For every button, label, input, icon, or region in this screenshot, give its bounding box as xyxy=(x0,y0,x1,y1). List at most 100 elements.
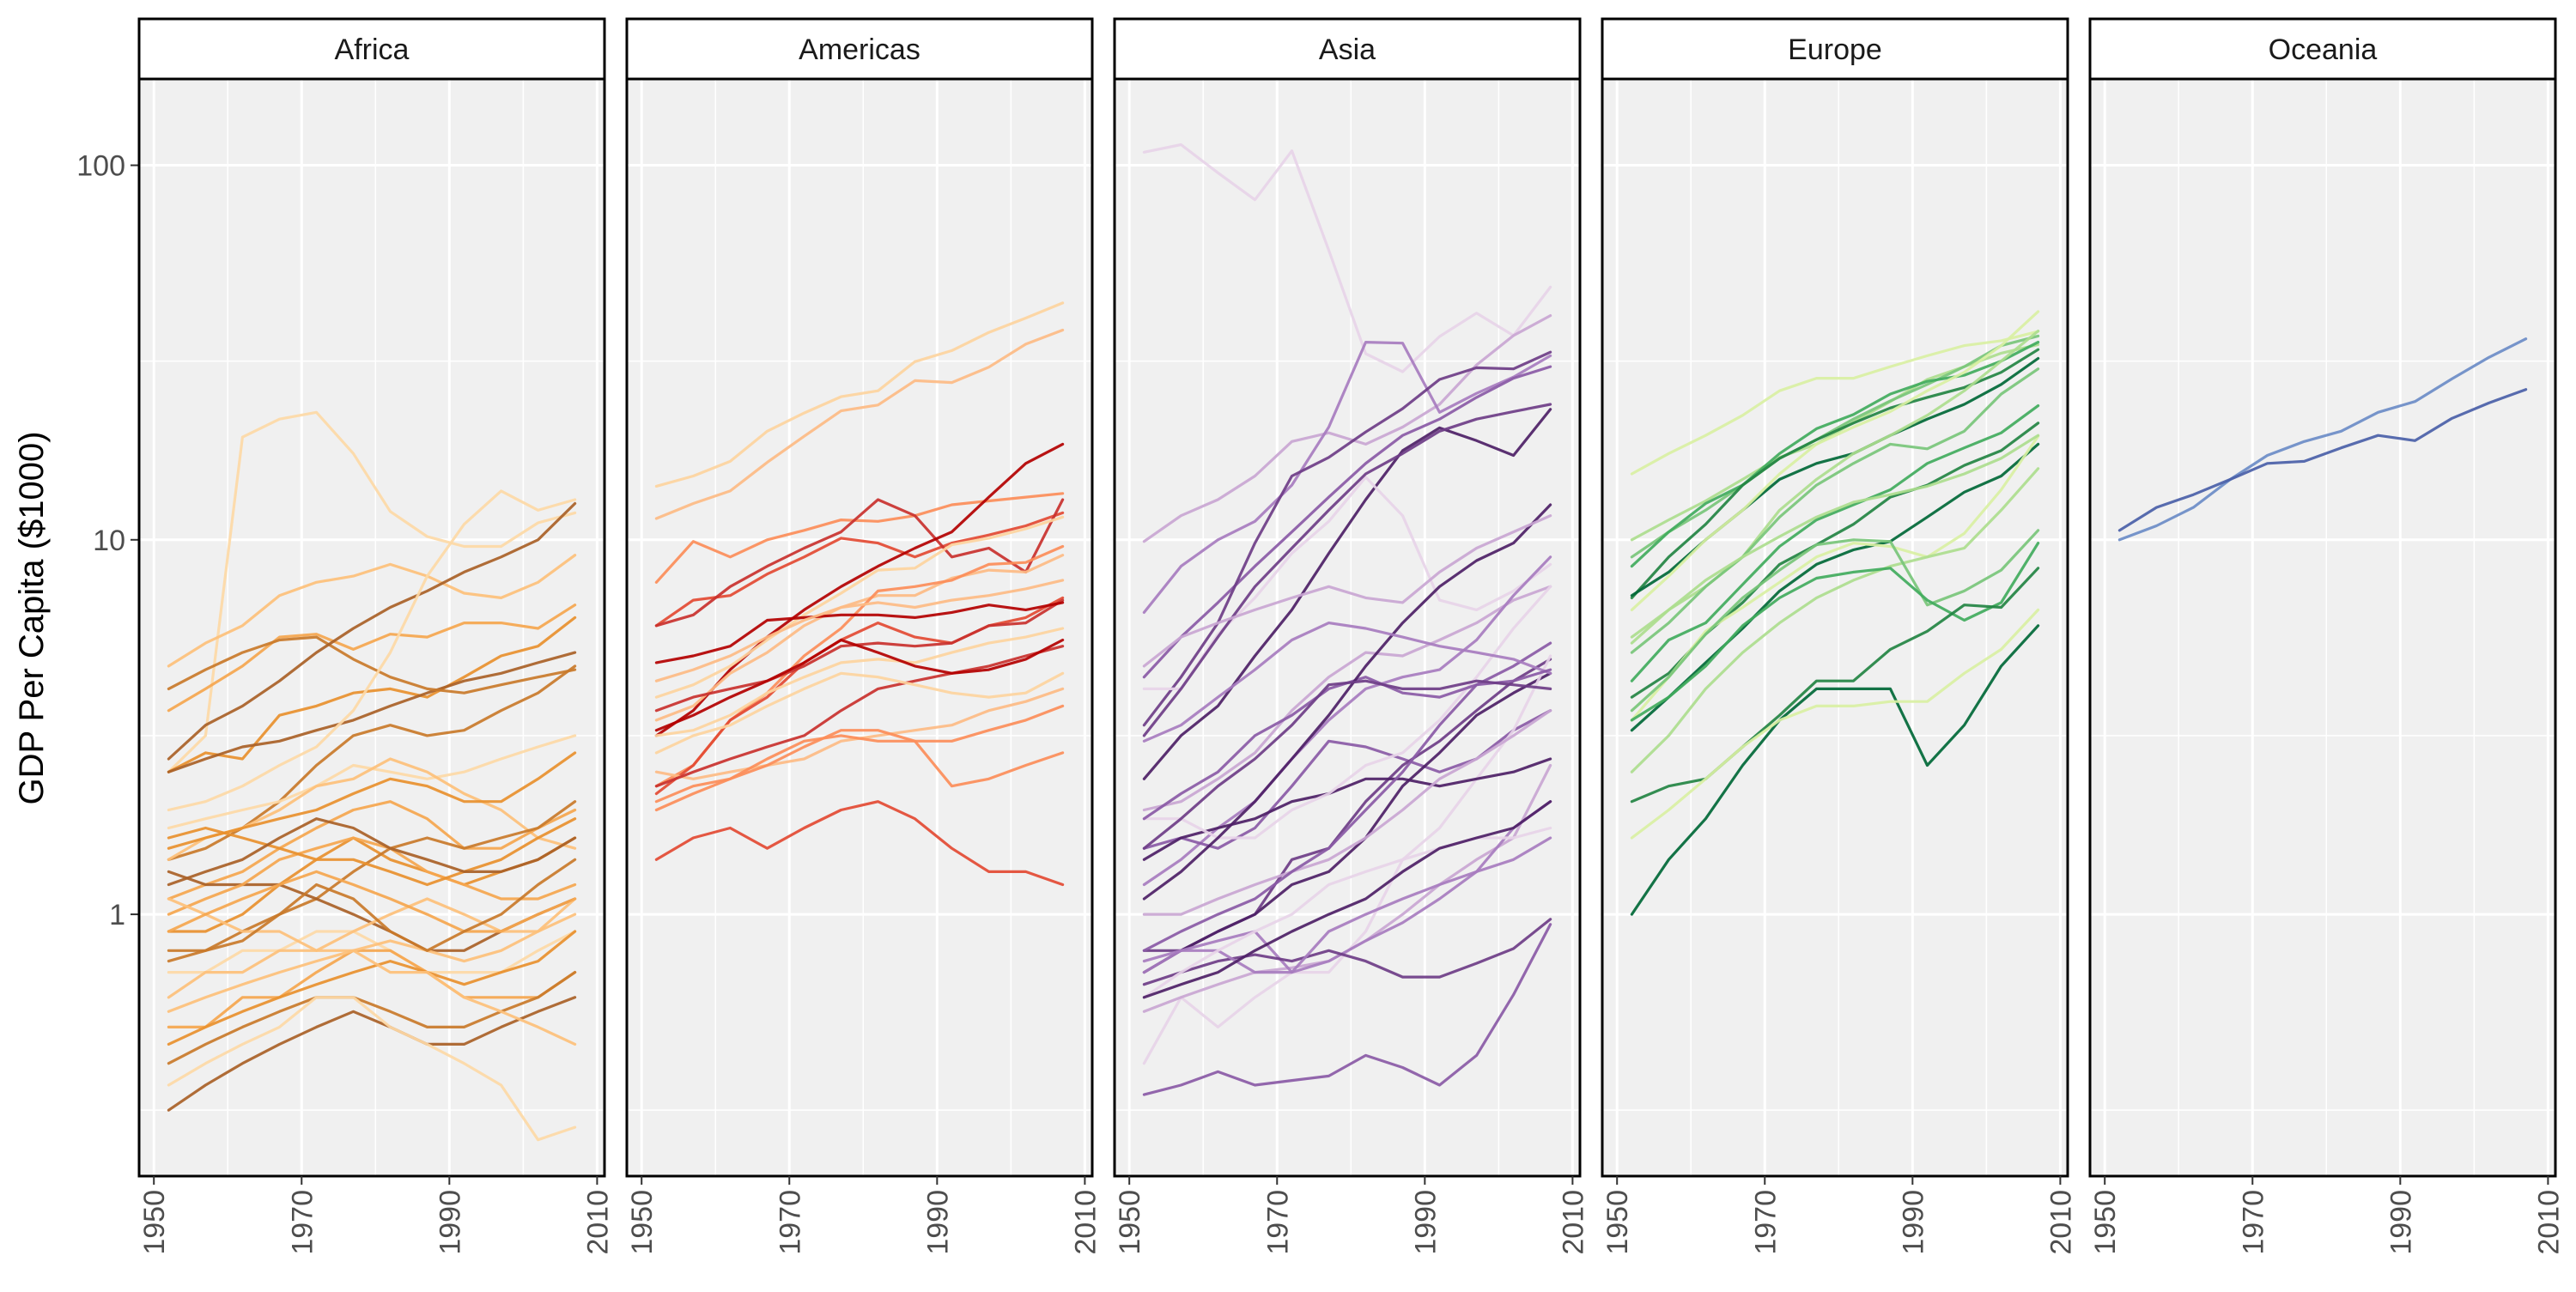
y-tick-label: 100 xyxy=(76,150,125,183)
series-line xyxy=(1142,621,1552,743)
facet-panel-africa: Africa 1950 1970 1990 2010 xyxy=(137,17,614,1255)
series-line xyxy=(1630,608,2040,840)
series-line xyxy=(1142,836,1552,974)
series-line xyxy=(167,410,577,773)
series-line xyxy=(167,996,577,1142)
x-tick-label: 2010 xyxy=(2532,1190,2565,1255)
x-tick-label: 1990 xyxy=(1409,1190,1442,1255)
series-line xyxy=(1142,408,1552,780)
series-line xyxy=(1142,800,1552,974)
series-line xyxy=(167,817,577,887)
series-line xyxy=(1142,918,1552,986)
x-tick-label: 2010 xyxy=(1557,1190,1589,1255)
x-tick-label: 1950 xyxy=(1114,1190,1146,1255)
facet-strip xyxy=(625,17,1094,81)
series-line xyxy=(1630,367,2040,654)
series-line xyxy=(167,501,577,761)
x-tick-label: 1970 xyxy=(2237,1190,2269,1255)
series-line xyxy=(1630,310,2040,612)
facet-strip xyxy=(1113,17,1582,81)
series-line xyxy=(1142,350,1552,727)
series-line xyxy=(1630,624,2040,916)
x-tick-label: 1950 xyxy=(1601,1190,1634,1255)
series-line xyxy=(1142,476,1552,691)
series-line xyxy=(1142,679,1552,850)
x-tick-label: 1950 xyxy=(138,1190,171,1255)
series-line xyxy=(654,511,1065,628)
series-line xyxy=(1142,585,1552,812)
series-line xyxy=(1142,826,1552,999)
series-line xyxy=(1630,467,2040,773)
series-line xyxy=(1630,529,2040,713)
series-line xyxy=(1630,541,2040,722)
x-tick-label: 1970 xyxy=(1261,1190,1294,1255)
series-line xyxy=(2117,388,2528,532)
series-line xyxy=(654,498,1065,628)
series-line xyxy=(1630,434,2040,722)
facet-strip xyxy=(2088,17,2557,81)
x-tick-label: 2010 xyxy=(581,1190,614,1255)
series-line xyxy=(654,729,1065,804)
series-line xyxy=(167,817,577,887)
facet-panel-asia: Asia 1950 1970 1990 2010 xyxy=(1113,17,1589,1255)
facet-strip-label: Americas xyxy=(799,33,920,66)
series-line xyxy=(1142,757,1552,861)
facet-panel-oceania: Oceania 1950 1970 1990 2010 xyxy=(2088,17,2565,1255)
series-line xyxy=(654,601,1065,664)
series-line xyxy=(654,579,1065,682)
series-line xyxy=(1630,334,2040,559)
series-line xyxy=(1142,143,1552,373)
series-line xyxy=(167,996,577,1112)
facet-panel-europe: Europe 1950 1970 1990 2010 xyxy=(1601,17,2077,1255)
series-line xyxy=(1142,671,1552,974)
y-tick-label: 10 xyxy=(93,525,125,557)
facet-strip-label: Africa xyxy=(335,33,410,66)
series-line xyxy=(1142,514,1552,668)
series-line xyxy=(1142,923,1552,1096)
x-tick-label: 1970 xyxy=(1749,1190,1782,1255)
series-line xyxy=(1630,330,2040,476)
series-line xyxy=(1142,403,1552,737)
series-line xyxy=(167,635,577,695)
series-line xyxy=(1142,365,1552,679)
series-line xyxy=(167,870,577,933)
x-tick-label: 1990 xyxy=(2385,1190,2417,1255)
series-line xyxy=(1142,709,1552,916)
series-line xyxy=(654,301,1065,488)
series-line xyxy=(654,328,1065,520)
x-tick-label: 1990 xyxy=(434,1190,466,1255)
series-line xyxy=(167,751,577,850)
x-tick-label: 2010 xyxy=(2044,1190,2077,1255)
facet-strip-label: Asia xyxy=(1319,33,1376,66)
x-tick-label: 1950 xyxy=(626,1190,659,1255)
series-line xyxy=(167,897,577,1046)
panel-background xyxy=(1602,79,2068,1176)
series-line xyxy=(654,800,1065,887)
facet-strip-label: Oceania xyxy=(2269,33,2378,66)
series-line xyxy=(1142,503,1552,901)
series-line xyxy=(654,598,1065,713)
panel-background xyxy=(627,79,1092,1176)
series-line xyxy=(167,970,577,1065)
facet-strip-label: Europe xyxy=(1788,33,1882,66)
series-line xyxy=(1630,404,2040,682)
panel-background xyxy=(2090,79,2555,1176)
series-line xyxy=(167,489,577,812)
series-line xyxy=(1142,800,1552,999)
series-line xyxy=(654,515,1065,699)
series-line xyxy=(167,897,577,999)
series-line xyxy=(167,858,577,963)
series-line xyxy=(654,442,1065,737)
x-tick-label: 1990 xyxy=(1897,1190,1929,1255)
series-line xyxy=(167,800,577,952)
series-line xyxy=(654,492,1065,584)
x-tick-label: 1950 xyxy=(2089,1190,2122,1255)
series-line xyxy=(167,554,577,668)
series-line xyxy=(167,604,577,713)
series-line xyxy=(654,627,1065,737)
facet-strip xyxy=(1601,17,2069,81)
facet-panel-americas: Americas 1950 1970 1990 2010 xyxy=(625,17,1102,1255)
series-line xyxy=(1630,442,2040,732)
